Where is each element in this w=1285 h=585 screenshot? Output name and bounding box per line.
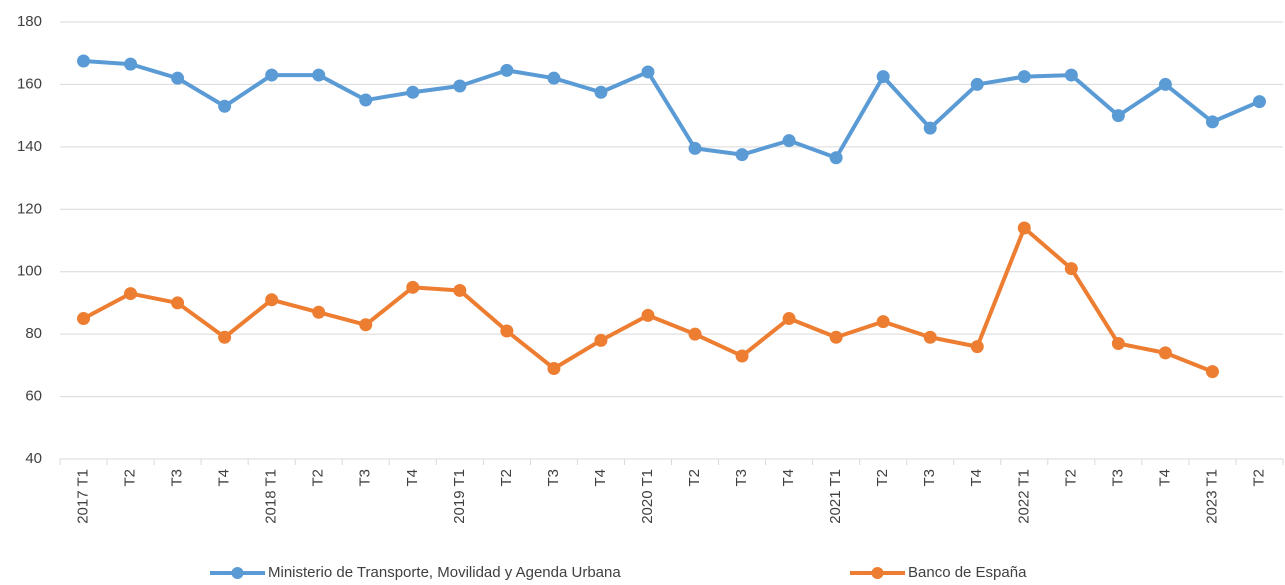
x-tick-label: T2 [1062,469,1079,487]
data-point [77,54,91,68]
x-tick-label: 2020 T1 [639,469,656,524]
data-point [594,85,608,99]
data-point [547,71,561,85]
data-point [641,308,655,322]
y-tick-label: 40 [25,450,42,467]
x-tick-label: T3 [357,469,374,487]
x-tick-label: T2 [874,469,891,487]
data-point [500,324,514,338]
y-tick-label: 140 [17,138,42,155]
x-tick-label: T4 [968,469,985,487]
data-point [923,121,937,135]
data-point [1158,77,1172,91]
x-tick-label: T4 [404,469,421,487]
data-point [1111,109,1125,123]
data-point [77,312,91,326]
data-point [124,287,138,301]
data-point [1064,262,1078,276]
data-point [171,71,185,85]
data-point [547,361,561,375]
data-point [171,296,185,310]
x-tick-label: T2 [686,469,703,487]
x-tick-label: T3 [921,469,938,487]
data-point [1158,346,1172,360]
data-point [265,68,279,82]
y-tick-label: 60 [25,388,42,405]
x-tick-label: 2017 T1 [74,469,91,524]
data-point [876,315,890,329]
legend-label: Ministerio de Transporte, Movilidad y Ag… [268,564,621,581]
x-tick-label: T4 [216,469,233,487]
x-tick-label: 2023 T1 [1203,469,1220,524]
data-point [1111,337,1125,351]
data-point [500,63,514,77]
x-tick-label: T4 [1156,469,1173,487]
x-tick-label: 2019 T1 [451,469,468,524]
data-point [735,349,749,363]
y-tick-label: 120 [17,200,42,217]
data-point [265,293,279,307]
data-point [406,85,420,99]
data-point [406,280,420,294]
data-point [594,333,608,347]
legend-label: Banco de España [908,564,1027,581]
x-tick-label: T4 [780,469,797,487]
data-point [1252,95,1266,109]
x-tick-label: T2 [498,469,515,487]
x-tick-label: T2 [122,469,139,487]
data-point [970,340,984,354]
x-tick-label: T4 [592,469,609,487]
x-tick-label: 2018 T1 [263,469,280,524]
data-point [312,305,326,319]
data-point [829,151,843,165]
data-point [829,330,843,344]
data-point [782,312,796,326]
data-point [876,70,890,84]
y-tick-label: 160 [17,75,42,92]
x-tick-label: T3 [733,469,750,487]
legend-marker [871,567,884,579]
data-point [1064,68,1078,82]
data-point [453,79,467,93]
data-point [124,57,138,71]
data-point [923,330,937,344]
data-point [970,77,984,91]
data-point [1205,115,1219,129]
data-point [782,134,796,148]
x-tick-label: 2021 T1 [827,469,844,524]
x-tick-label: T2 [310,469,327,487]
x-tick-label: T3 [1109,469,1126,487]
data-point [1205,365,1219,379]
data-point [453,283,467,297]
data-point [1017,70,1031,84]
data-point [1017,221,1031,235]
y-tick-label: 100 [17,263,42,280]
y-tick-label: 80 [25,325,42,342]
series-line [82,226,1214,374]
series-line [83,59,1261,160]
y-tick-label: 180 [17,13,42,30]
data-point [359,318,373,332]
data-point [218,330,232,344]
data-point [359,93,373,107]
data-point [641,65,655,79]
data-point [688,141,702,155]
legend-marker [231,567,244,579]
data-point [688,327,702,341]
x-tick-label: T2 [1250,469,1267,487]
x-tick-label: 2022 T1 [1015,469,1032,524]
data-point [312,68,326,82]
x-tick-label: T3 [169,469,186,487]
data-point [735,148,749,162]
x-tick-label: T3 [545,469,562,487]
data-point [218,99,232,113]
